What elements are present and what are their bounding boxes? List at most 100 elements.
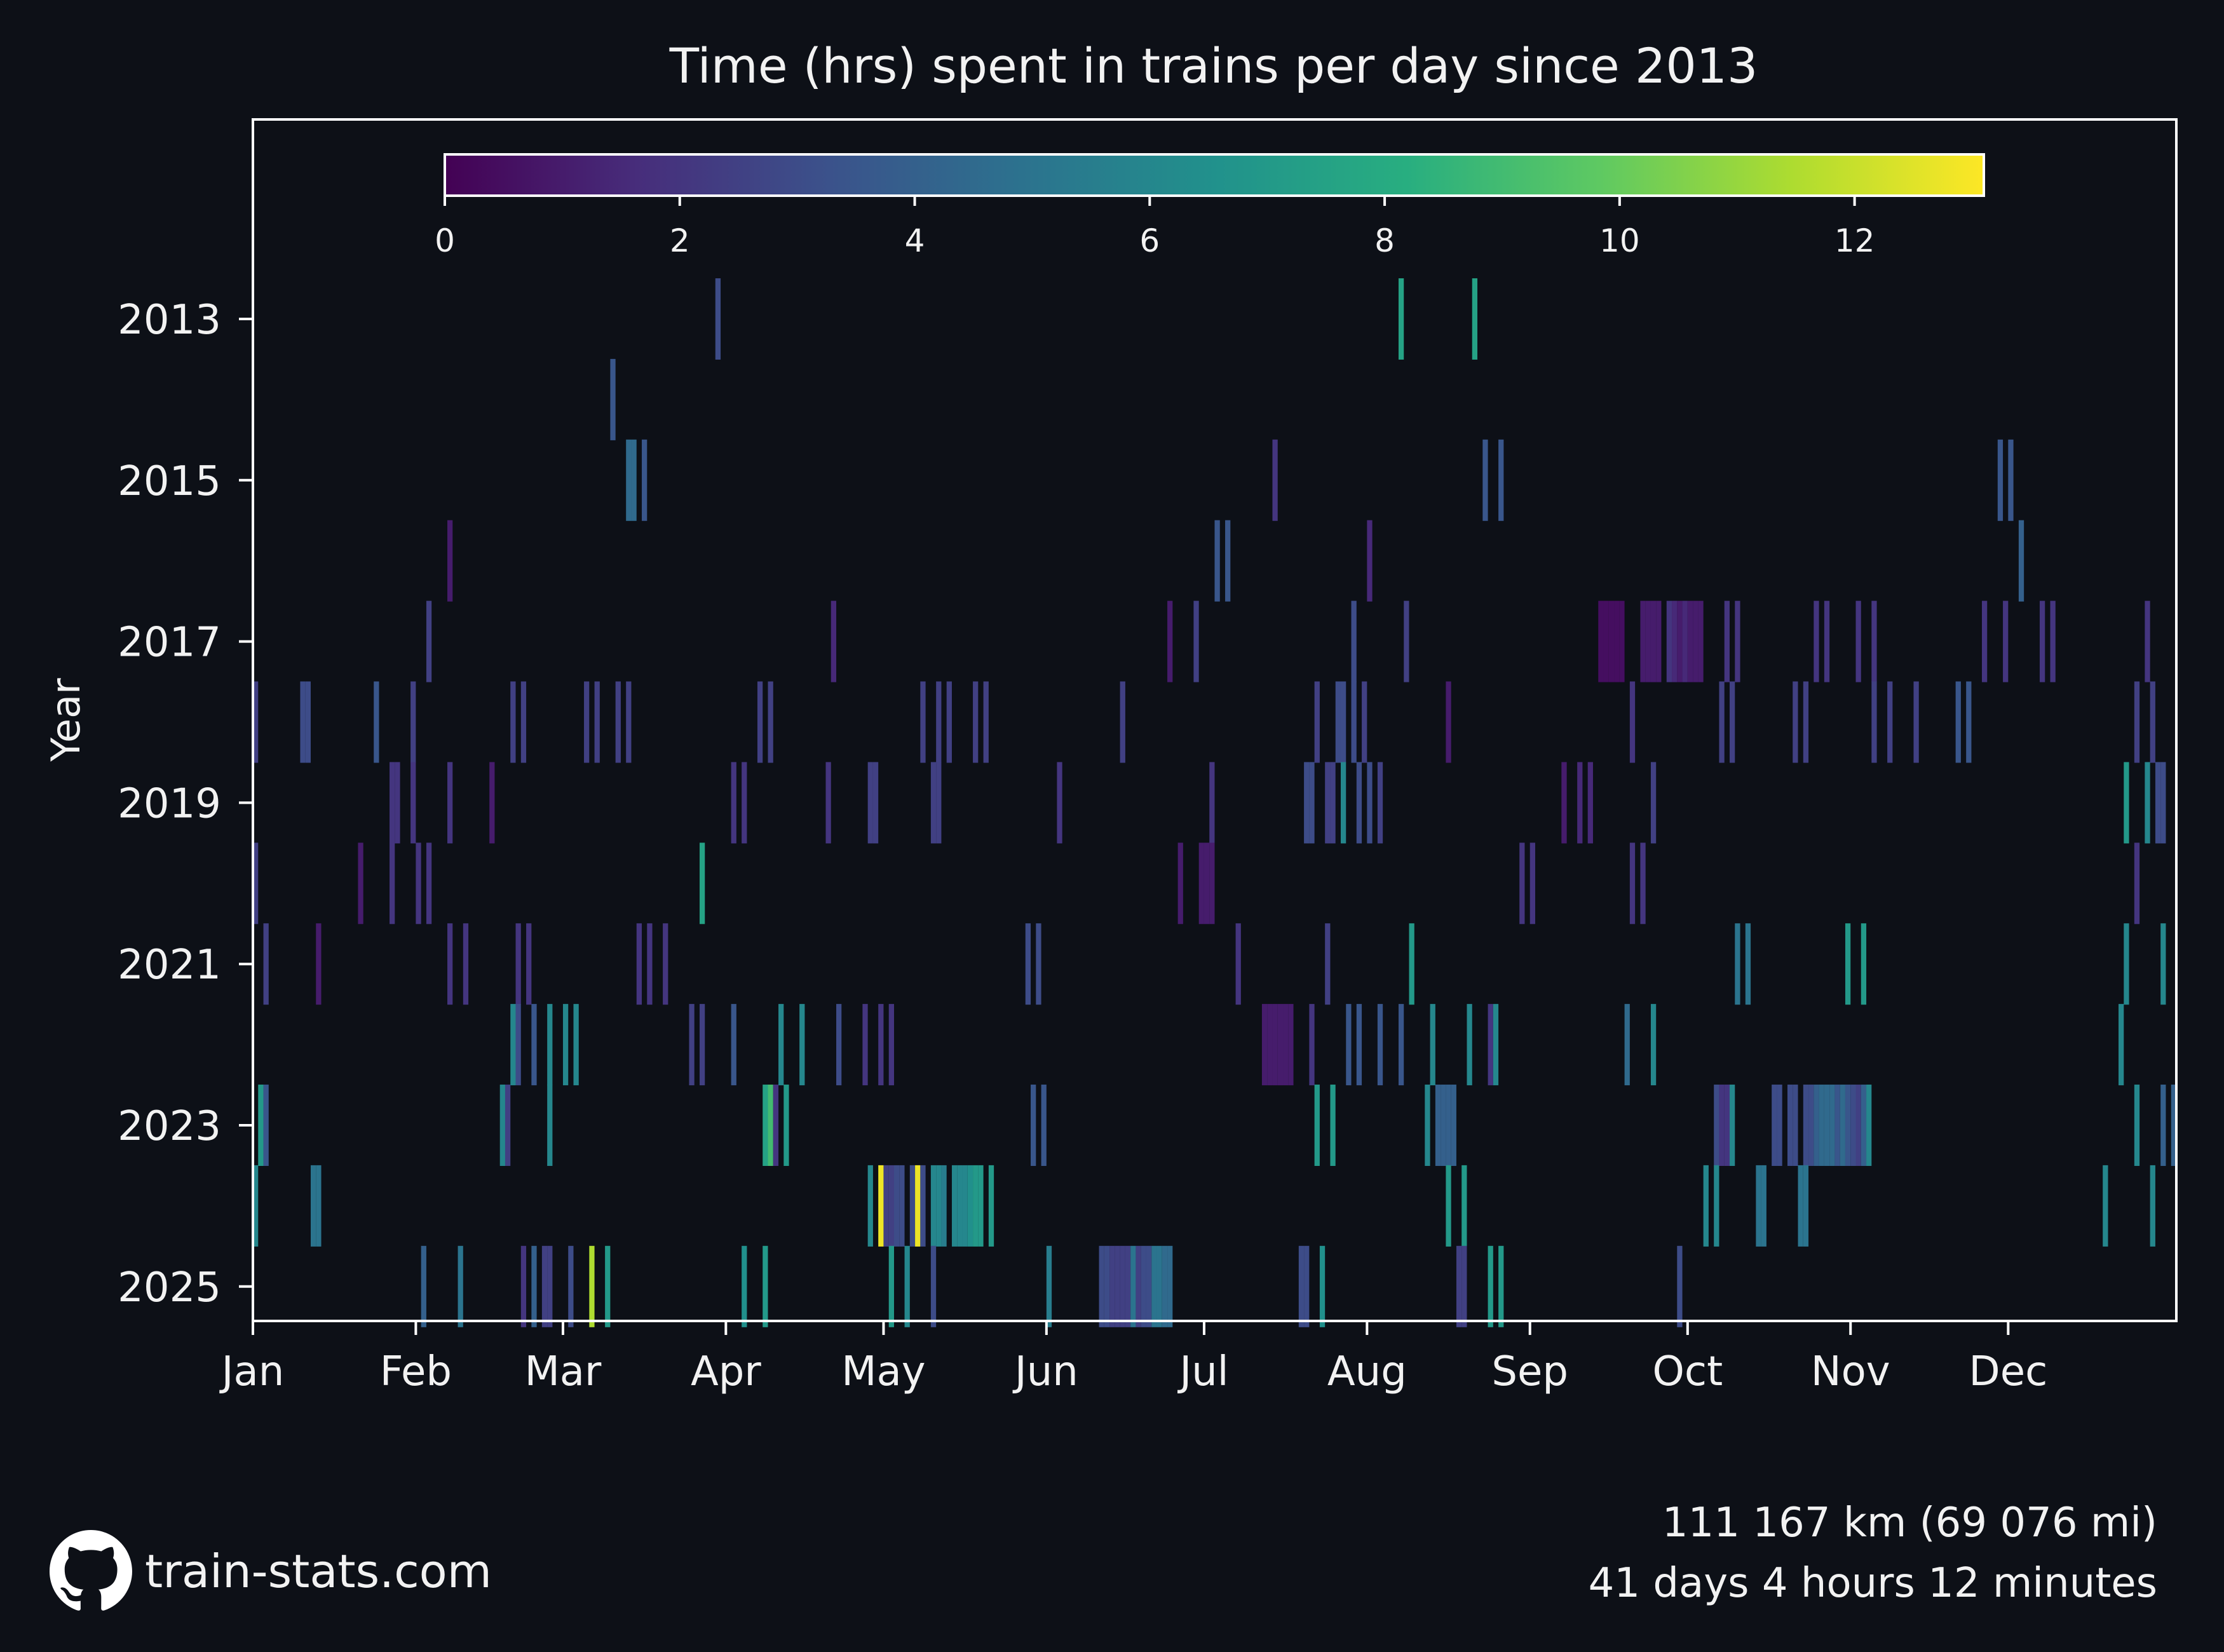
heatmap-cell (520, 681, 527, 763)
heatmap-cell (894, 1165, 900, 1247)
heatmap-cell (1136, 1245, 1141, 1327)
heatmap-cell (1167, 1245, 1173, 1327)
heatmap-cell (1456, 1245, 1462, 1327)
heatmap-cell (1866, 1085, 1872, 1166)
heatmap-cell (463, 923, 469, 1005)
heatmap-cell (1335, 681, 1341, 763)
heatmap-cell (1677, 600, 1683, 682)
heatmap-cell (636, 923, 642, 1005)
heatmap-cell (2134, 1085, 2140, 1166)
heatmap-cell (1325, 923, 1331, 1005)
heatmap-cell (2119, 1004, 2124, 1086)
heatmap-cell (253, 681, 259, 763)
x-tick-label: Oct (1653, 1348, 1723, 1395)
heatmap-cell (1141, 1245, 1146, 1327)
heatmap-cell (1425, 1085, 1430, 1166)
heatmap-cell (505, 1085, 511, 1166)
heatmap-cell (316, 923, 322, 1005)
heatmap-cell (1104, 1245, 1110, 1327)
heatmap-cell (930, 1165, 937, 1247)
brand-link[interactable]: train-stats.com (145, 1545, 492, 1598)
heatmap-cell (1298, 1245, 1305, 1327)
heatmap-cell (946, 681, 952, 763)
heatmap-cell (936, 1165, 942, 1247)
github-icon (50, 1530, 132, 1611)
heatmap-cell (763, 1245, 768, 1327)
heatmap-cell (458, 1245, 463, 1327)
heatmap-cell (888, 1165, 894, 1247)
heatmap-cell (515, 923, 521, 1005)
heatmap-cell (531, 1245, 537, 1327)
heatmap-cell (1808, 1085, 1814, 1166)
x-tick-label: Nov (1811, 1348, 1890, 1395)
heatmap-cell (426, 600, 432, 682)
heatmap-cell (416, 843, 421, 924)
heatmap-cell (1225, 520, 1231, 602)
heatmap-cell (626, 681, 632, 763)
heatmap-cell (1330, 1085, 1336, 1166)
heatmap-cell (1193, 600, 1199, 682)
heatmap-cell (1409, 923, 1414, 1005)
heatmap-cell (941, 1165, 947, 1247)
heatmap-cell (1629, 843, 1636, 924)
heatmap-cell (2150, 1165, 2155, 1247)
heatmap-cell (1677, 1245, 1683, 1327)
heatmap-cell (1871, 681, 1877, 763)
heatmap-cell (300, 681, 306, 763)
heatmap-cell (1099, 1245, 1104, 1327)
heatmap-cell (410, 762, 416, 844)
heatmap-cell (421, 1245, 426, 1327)
heatmap-cell (951, 1165, 958, 1247)
heatmap-cell (1120, 681, 1125, 763)
colorbar-tick-label: 0 (435, 222, 455, 259)
heatmap-cell (499, 1085, 505, 1166)
heatmap-cell (1461, 1245, 1467, 1327)
colorbar-tick-label: 4 (905, 222, 925, 259)
heatmap-cell (825, 762, 831, 844)
heatmap-cell (930, 1245, 937, 1327)
heatmap-cell (594, 681, 600, 763)
heatmap-cell (1719, 681, 1725, 763)
heatmap-cell (1803, 681, 1809, 763)
heatmap-cell (1340, 681, 1346, 763)
heatmap-cell (1209, 843, 1215, 924)
footer-brand[interactable]: train-stats.com (50, 1530, 492, 1611)
heatmap-cell (1125, 1245, 1131, 1327)
heatmap-cell (1913, 681, 1919, 763)
heatmap-cell (358, 843, 363, 924)
heatmap-cell (605, 1245, 611, 1327)
heatmap-cell (663, 923, 668, 1005)
heatmap-cell (1650, 600, 1657, 682)
heatmap-cell (1446, 681, 1451, 763)
heatmap-cell (642, 439, 648, 521)
y-tick-label: 2019 (118, 780, 221, 827)
heatmap-cell (1304, 762, 1310, 844)
y-tick-label: 2021 (118, 942, 221, 989)
heatmap-cell (1377, 762, 1383, 844)
heatmap-cell (1498, 1245, 1504, 1327)
heatmap-cell (1283, 1004, 1289, 1086)
heatmap-cell (1319, 1245, 1326, 1327)
heatmap-cell (1198, 843, 1204, 924)
heatmap-cell (1981, 600, 1988, 682)
colorbar-tick-label: 6 (1139, 222, 1160, 259)
heatmap-cell (258, 1085, 264, 1166)
heatmap-cell (2124, 923, 2129, 1005)
heatmap-cell (2103, 1165, 2108, 1247)
heatmap-cell (1629, 681, 1636, 763)
x-tick-label: Feb (380, 1348, 452, 1395)
heatmap-cell (1824, 1085, 1830, 1166)
heatmap-cell (1204, 843, 1210, 924)
heatmap-cell (426, 843, 432, 924)
heatmap-cell (904, 1245, 910, 1327)
heatmap-cell (742, 762, 747, 844)
y-tick-label: 2015 (118, 458, 221, 505)
heatmap-cell (1451, 1085, 1456, 1166)
heatmap-cell (1330, 762, 1336, 844)
heatmap-cell (1803, 1085, 1809, 1166)
heatmap-cell (1850, 1085, 1856, 1166)
heatmap-cell (253, 843, 259, 924)
heatmap-cell (831, 600, 837, 682)
heatmap-cell (1167, 600, 1173, 682)
total-duration: 41 days 4 hours 12 minutes (1588, 1560, 2157, 1607)
